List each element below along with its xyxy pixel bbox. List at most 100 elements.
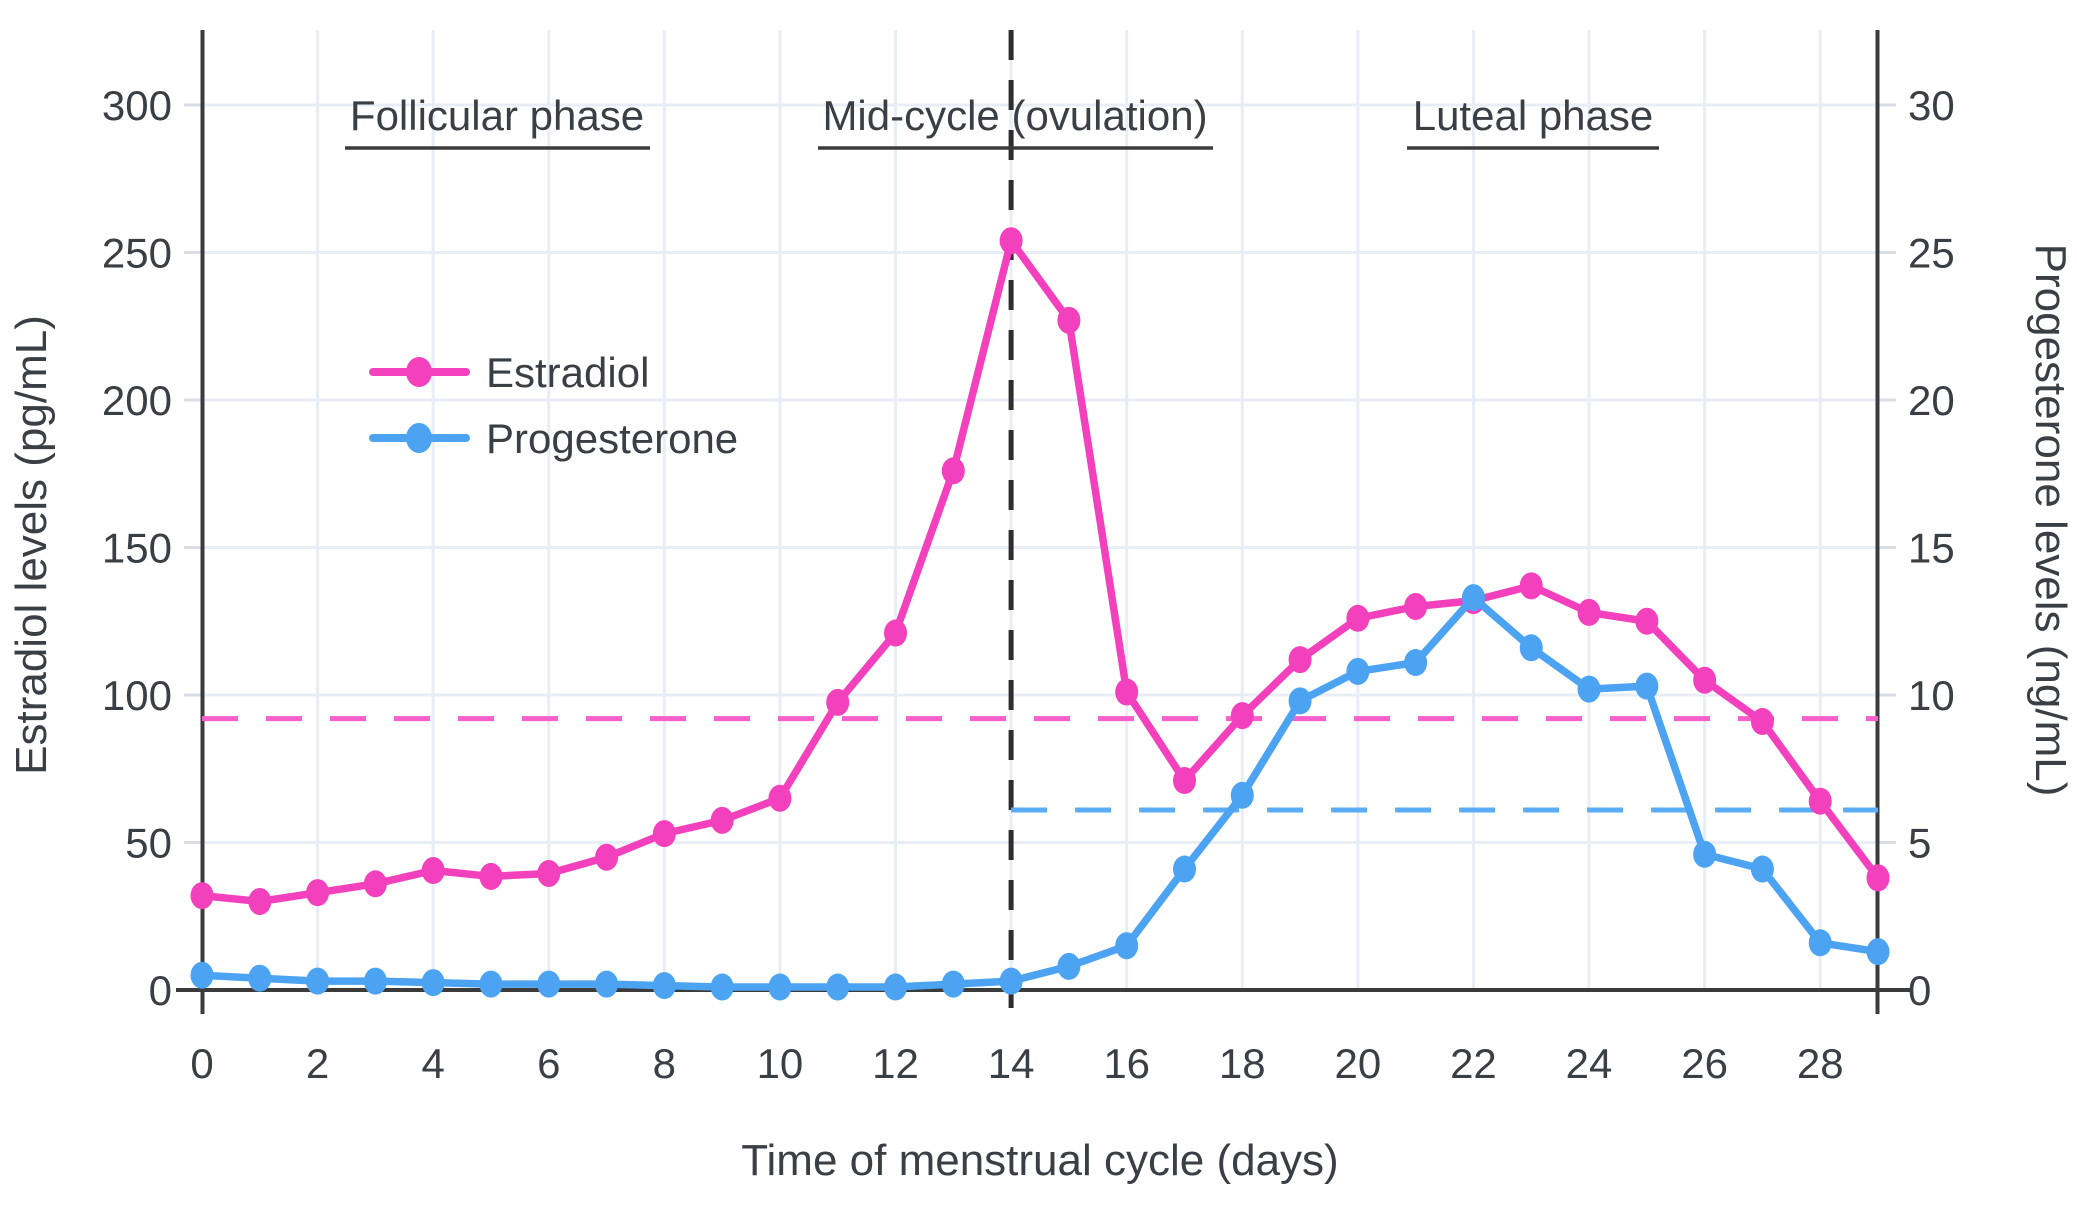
x-tick-label: 6 (537, 1040, 560, 1087)
y-right-tick-label: 15 (1908, 525, 1955, 572)
x-tick-label: 10 (757, 1040, 804, 1087)
progesterone-point (1635, 672, 1659, 700)
x-tick-label: 20 (1335, 1040, 1382, 1087)
estradiol-point (768, 784, 792, 812)
progesterone-point (363, 967, 387, 995)
y-right-tick-label: 5 (1908, 820, 1931, 867)
progesterone-point (826, 973, 850, 1001)
progesterone-point (595, 970, 619, 998)
y-axis-title-right: Progesterone levels (ng/mL) (2026, 244, 2075, 797)
estradiol-point (595, 843, 619, 871)
progesterone-point (1519, 634, 1543, 662)
y-left-tick-label: 0 (149, 967, 172, 1014)
phase-annotations: Follicular phase Mid-cycle (ovulation) L… (345, 92, 1659, 150)
reference-lines-layer (202, 30, 1878, 1008)
series-layer (190, 227, 1890, 1001)
phase-label-luteal: Luteal phase (1413, 92, 1654, 139)
x-tick-label: 8 (653, 1040, 676, 1087)
progesterone-point (190, 961, 214, 989)
y-left-tick-label: 200 (102, 377, 172, 424)
progesterone-point (1693, 840, 1717, 868)
progesterone-line (198, 593, 1882, 991)
y-left-tick-label: 300 (102, 82, 172, 129)
phase-label-follicular: Follicular phase (350, 92, 644, 139)
estradiol-point (1057, 306, 1081, 334)
x-tick-label: 26 (1681, 1040, 1728, 1087)
progesterone-point (1172, 855, 1196, 883)
estradiol-point (1750, 708, 1774, 736)
y-right-tick-label: 0 (1908, 967, 1931, 1014)
estradiol-point (1230, 702, 1254, 730)
estradiol-point (1172, 767, 1196, 795)
estradiol-point (826, 688, 850, 716)
progesterone-point (941, 970, 965, 998)
progesterone-point (1346, 657, 1370, 685)
y-right-tick-label: 10 (1908, 672, 1955, 719)
x-tick-label: 28 (1797, 1040, 1844, 1087)
x-tick-label: 12 (872, 1040, 919, 1087)
progesterone-point (768, 973, 792, 1001)
x-tick-label: 18 (1219, 1040, 1266, 1087)
legend: Estradiol Progesterone (369, 349, 738, 462)
estradiol-point (1519, 572, 1543, 600)
progesterone-point (537, 970, 561, 998)
x-tick-label: 22 (1450, 1040, 1497, 1087)
estradiol-legend-marker-icon (406, 357, 432, 387)
progesterone-point (479, 970, 503, 998)
progesterone-point (1750, 855, 1774, 883)
x-tick-label: 4 (421, 1040, 444, 1087)
estradiol-point (1346, 604, 1370, 632)
estradiol-line (198, 236, 1882, 906)
estradiol-point (652, 820, 676, 848)
y-right-tick-label: 25 (1908, 230, 1955, 277)
estradiol-point (306, 879, 330, 907)
progesterone-point (652, 972, 676, 1000)
legend-item-progesterone: Progesterone (369, 415, 738, 462)
estradiol-point (884, 619, 908, 647)
y-right-tick-label: 20 (1908, 377, 1955, 424)
legend-item-estradiol: Estradiol (369, 349, 649, 396)
progesterone-point (1404, 649, 1428, 677)
estradiol-point (999, 227, 1023, 255)
progesterone-point (1115, 932, 1139, 960)
x-axis-title: Time of menstrual cycle (days) (741, 1136, 1338, 1185)
estradiol-point (1577, 598, 1601, 626)
estradiol-point (710, 806, 734, 834)
y-left-tick-label: 100 (102, 672, 172, 719)
axis-layer (176, 30, 1910, 1014)
x-tick-label: 14 (988, 1040, 1035, 1087)
estradiol-point (537, 859, 561, 887)
progesterone-point (1577, 675, 1601, 703)
progesterone-point (421, 969, 445, 997)
progesterone-point (710, 973, 734, 1001)
estradiol-point (1115, 678, 1139, 706)
progesterone-point (248, 964, 272, 992)
y-axis-title-left: Estradiol levels (pg/mL) (7, 315, 56, 775)
progesterone-point (1057, 952, 1081, 980)
phase-label-midcycle: Mid-cycle (ovulation) (822, 92, 1207, 139)
y-left-tick-label: 150 (102, 525, 172, 572)
estradiol-point (190, 882, 214, 910)
tick-label-layer: 0 2 4 6 8 10 12 14 16 18 20 22 24 26 28050100150200250… (102, 82, 1955, 1087)
grid-layer (202, 30, 1878, 990)
progesterone-legend-label: Progesterone (486, 415, 738, 462)
progesterone-legend-marker-icon (406, 423, 432, 453)
estradiol-point (1635, 607, 1659, 635)
estradiol-point (479, 862, 503, 890)
progesterone-point (1866, 938, 1890, 966)
progesterone-point (306, 967, 330, 995)
estradiol-point (248, 888, 272, 915)
x-tick-label: 2 (306, 1040, 329, 1087)
estradiol-point (1288, 646, 1312, 674)
estradiol-point (1404, 593, 1428, 620)
estradiol-point (363, 870, 387, 898)
estradiol-point (941, 457, 965, 485)
estradiol-legend-label: Estradiol (486, 349, 649, 396)
progesterone-point (1288, 687, 1312, 715)
x-tick-label: 0 (190, 1040, 213, 1087)
estradiol-point (1808, 787, 1832, 815)
y-left-tick-label: 50 (125, 820, 172, 867)
progesterone-point (1230, 781, 1254, 809)
